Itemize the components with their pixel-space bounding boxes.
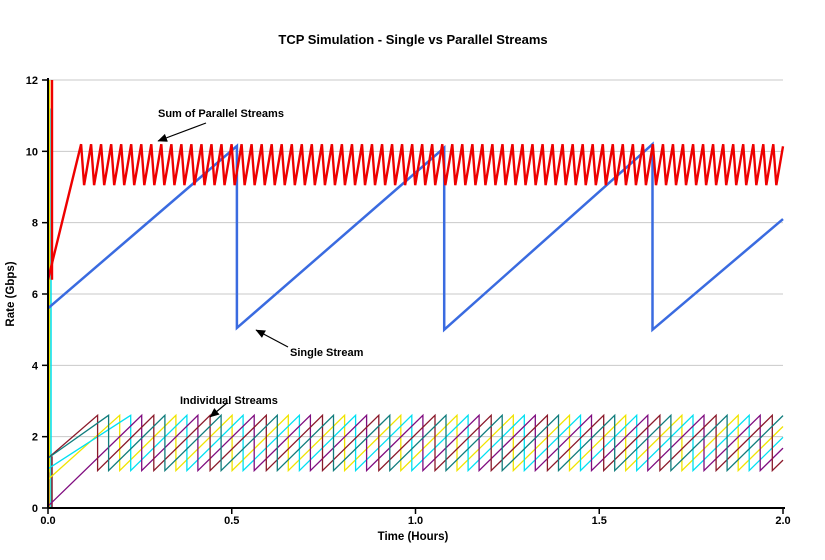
ytick-label-6: 6 (32, 289, 38, 301)
xtick-label-2: 2.0 (775, 515, 790, 527)
annotation-2: Individual Streams (180, 395, 278, 407)
ytick-label-10: 10 (26, 146, 38, 158)
ytick-label-0: 0 (32, 503, 38, 515)
annotation-1: Single Stream (290, 347, 364, 359)
series-parallel-stream-4-maroon- (47, 413, 784, 473)
annotation-arrow-0 (157, 122, 207, 142)
annotation-0: Sum of Parallel Streams (158, 108, 284, 120)
series-parallel-stream-5-teal- (47, 413, 784, 473)
ytick-label-8: 8 (32, 218, 38, 230)
annotation-arrow-2 (209, 402, 228, 418)
ytick-label-2: 2 (32, 432, 38, 444)
ytick-label-4: 4 (32, 360, 39, 372)
chart-title: TCP Simulation - Single vs Parallel Stre… (278, 32, 547, 47)
xtick-label-1: 1.0 (408, 515, 423, 527)
series-single-stream (47, 141, 784, 333)
series-sum-of-parallel-streams (46, 143, 785, 280)
series-parallel-stream-1-yellow- (47, 413, 784, 480)
xtick-label-1.5: 1.5 (592, 515, 607, 527)
y-axis-label: Rate (Gbps) (5, 261, 17, 326)
plot-area: 0 2 4 6 8 10 12 0.0 0.5 1.0 1.5 2.0 Sum of Parallel … (26, 75, 791, 527)
ytick-label-12: 12 (26, 75, 38, 87)
x-axis-label: Time (Hours) (378, 531, 449, 543)
annotation-arrow-1 (255, 329, 289, 348)
series-parallel-stream-3-purple- (47, 413, 784, 507)
series-parallel-stream-2-cyan- (47, 413, 784, 473)
xtick-label-0: 0.0 (40, 515, 55, 527)
xtick-label-0.5: 0.5 (224, 515, 239, 527)
